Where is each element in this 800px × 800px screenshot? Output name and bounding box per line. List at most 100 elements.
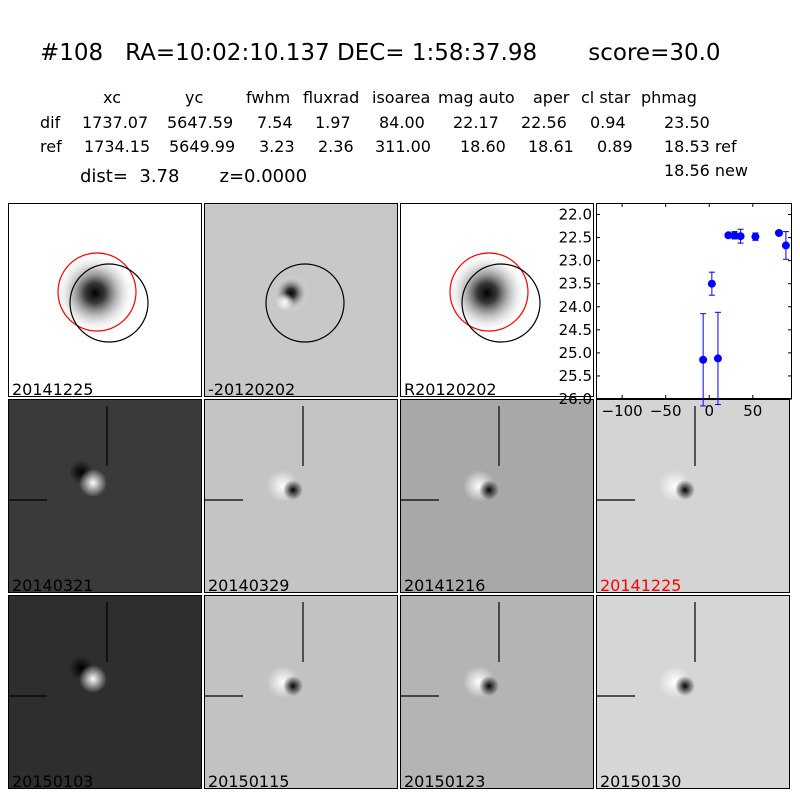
dif-fwhm: 7.54	[257, 113, 293, 132]
row-label-dif: dif	[40, 113, 61, 132]
stamp-image	[597, 602, 696, 698]
source-blob	[55, 253, 135, 333]
ref-cl-star: 0.89	[597, 137, 633, 156]
dif-cl-star: 0.94	[590, 113, 626, 132]
ref-phmag: 18.53 ref	[664, 137, 737, 156]
ref-yc: 5649.99	[169, 137, 236, 156]
stamp-date-label: 20141225	[12, 380, 94, 397]
col-header-mag-auto: mag auto	[438, 88, 515, 107]
col-header-cl-star: cl star	[581, 88, 631, 107]
ref-aperture-circle	[57, 252, 137, 332]
stamp-date-label: 20150130	[600, 772, 682, 789]
source-blob	[447, 253, 527, 333]
residual-dark	[675, 480, 695, 500]
stamp-panel-3: 20140321	[8, 399, 202, 593]
dif-aperture-circle	[461, 263, 541, 343]
stamp-panel-2: R20120202	[400, 203, 594, 397]
row-label-ref: ref	[40, 137, 62, 156]
ref-fwhm: 3.23	[259, 137, 295, 156]
stamp-date-label: 20141216	[404, 576, 486, 593]
data-point	[713, 354, 722, 363]
ref-isoarea: 311.00	[375, 137, 431, 156]
col-header-phmag: phmag	[641, 88, 697, 107]
ref-aper: 18.61	[528, 137, 574, 156]
stamp-image	[55, 252, 149, 343]
data-point	[736, 232, 745, 241]
stamp-date-label: 20150115	[208, 772, 290, 789]
y-tick-label: 25.0	[559, 344, 592, 362]
residual-dark	[283, 676, 303, 696]
stamp-panel-8: 20150115	[204, 595, 398, 789]
stamp-panel-1: -20120202	[204, 203, 398, 397]
stamp-date-label: 20141225	[600, 576, 682, 593]
stamp-image	[447, 252, 541, 343]
dif-xc: 1737.07	[82, 113, 149, 132]
x-tick-label: 50	[743, 402, 762, 420]
source-blob-highlight	[276, 293, 294, 311]
dif-aper: 22.56	[521, 113, 567, 132]
lightcurve-svg: 22.0 22.5 23.0 23.5 24.0 24.5 25.0 25.5 26.0 −100…	[559, 203, 792, 420]
col-header-aper: aper	[533, 88, 570, 107]
dif-isoarea: 84.00	[379, 113, 425, 132]
stamp-image	[9, 602, 108, 697]
ref-xc: 1734.15	[84, 137, 151, 156]
data-point	[707, 279, 716, 288]
dif-phmag: 23.50	[664, 113, 710, 132]
stamp-panel-6: 20141225	[596, 399, 790, 593]
x-tick-label: −50	[650, 402, 682, 420]
residual-dark	[283, 480, 303, 500]
residual-bright	[79, 469, 107, 497]
dif-aperture-circle	[69, 263, 149, 343]
dif-fluxrad: 1.97	[315, 113, 351, 132]
dist-redshift-line: dist= 3.78 z=0.0000	[80, 166, 308, 187]
ref-fluxrad: 2.36	[318, 137, 354, 156]
y-tick-label: 22.0	[559, 206, 592, 224]
residual-dark	[479, 676, 499, 696]
y-tick-label: 22.5	[559, 229, 592, 247]
data-point	[774, 228, 783, 237]
stamp-date-label: 20150123	[404, 772, 486, 789]
ref-mag-auto: 18.60	[460, 137, 506, 156]
y-tick-label: 23.0	[559, 252, 592, 270]
new-phmag: 18.56 new	[664, 161, 748, 180]
col-header-fluxrad: fluxrad	[303, 88, 360, 107]
candidate-title: #108 RA=10:02:10.137 DEC= 1:58:37.98 sco…	[40, 40, 721, 66]
x-tick-label: −100	[602, 402, 643, 420]
data-point	[699, 355, 708, 364]
stamp-image	[265, 263, 345, 343]
stamp-panel-0: 20141225	[8, 203, 202, 397]
x-tick-label: 0	[704, 402, 714, 420]
col-header-isoarea: isoarea	[372, 88, 431, 107]
y-tick-label: 24.5	[559, 321, 592, 339]
stamp-image	[401, 406, 500, 502]
stamp-date-label: 20140329	[208, 576, 290, 593]
data-point	[751, 232, 760, 241]
ref-aperture-circle	[449, 252, 529, 332]
residual-bright	[79, 665, 107, 693]
stamp-image	[205, 406, 304, 502]
stamp-date-label: 20150103	[12, 772, 94, 789]
data-point	[724, 231, 733, 240]
stamp-image	[597, 406, 696, 502]
y-tick-label: 24.0	[559, 298, 592, 316]
plot-frame	[596, 203, 792, 399]
stamp-image	[401, 602, 500, 698]
stamp-panel-5: 20141216	[400, 399, 594, 593]
stamp-date-label: 20140321	[12, 576, 94, 593]
data-point	[781, 241, 790, 250]
y-tick-label: 23.5	[559, 275, 592, 293]
stamp-panel-9: 20150123	[400, 595, 594, 789]
dif-yc: 5647.59	[167, 113, 234, 132]
stamp-image	[205, 602, 304, 698]
stamp-date-label: R20120202	[404, 380, 497, 397]
residual-dark	[479, 480, 499, 500]
stamp-panel-7: 20150103	[8, 595, 202, 789]
dif-aperture-circle	[265, 263, 345, 343]
col-header-xc: xc	[103, 88, 121, 107]
stamp-panel-10: 20150130	[596, 595, 790, 789]
y-tick-label: 25.5	[559, 367, 592, 385]
dif-mag-auto: 22.17	[453, 113, 499, 132]
y-tick-label: 26.0	[559, 390, 592, 408]
data-point	[730, 231, 739, 240]
stamp-image	[9, 406, 108, 501]
